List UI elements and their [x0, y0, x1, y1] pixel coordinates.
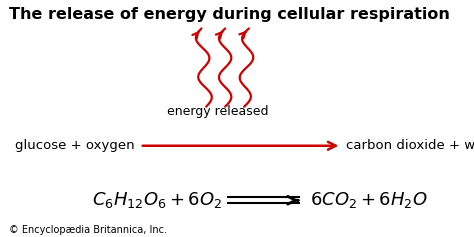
Text: carbon dioxide + water: carbon dioxide + water: [346, 139, 474, 152]
Text: The release of energy during cellular respiration: The release of energy during cellular re…: [9, 7, 450, 22]
Text: glucose + oxygen: glucose + oxygen: [16, 139, 135, 152]
Text: $6\mathit{CO}_2 + 6\mathit{H}_2\mathit{O}$: $6\mathit{CO}_2 + 6\mathit{H}_2\mathit{O…: [310, 190, 428, 210]
Text: $\mathit{C}_6\mathit{H}_{12}\mathit{O}_6 + 6\mathit{O}_2$: $\mathit{C}_6\mathit{H}_{12}\mathit{O}_6…: [92, 190, 223, 210]
Text: energy released: energy released: [167, 105, 269, 118]
Text: © Encyclopædia Britannica, Inc.: © Encyclopædia Britannica, Inc.: [9, 225, 167, 235]
